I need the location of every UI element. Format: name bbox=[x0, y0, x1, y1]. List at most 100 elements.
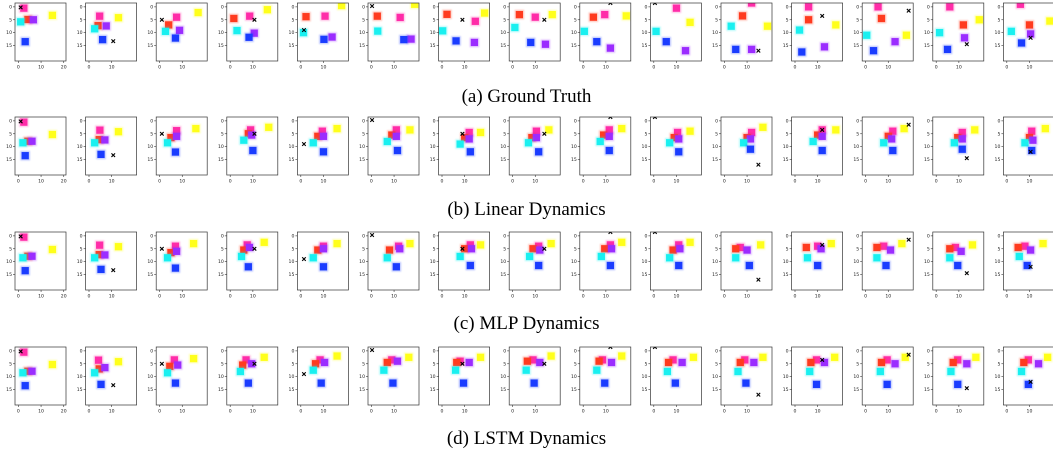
magenta-object bbox=[96, 12, 104, 20]
y-tick-label: 5 bbox=[150, 131, 153, 137]
y-tick-label: 15 bbox=[995, 272, 1001, 278]
panel-frame bbox=[791, 2, 843, 62]
purple-object bbox=[607, 358, 616, 367]
yellow-object bbox=[618, 238, 626, 246]
red-object bbox=[167, 133, 175, 142]
purple-object bbox=[175, 26, 184, 34]
yellow-object bbox=[260, 238, 268, 246]
y-tick-label: 10 bbox=[147, 144, 153, 150]
frame-panel-14: 0 5 10 15 0 10 bbox=[924, 2, 985, 71]
blue-object bbox=[527, 38, 535, 47]
frame-panel-7: 0 5 10 15 0 10 bbox=[430, 116, 490, 185]
panel-frame bbox=[155, 346, 208, 406]
yellow-object bbox=[114, 358, 123, 366]
x-tick-label: 10 bbox=[674, 179, 680, 185]
x-tick-label: 10 bbox=[744, 409, 750, 415]
target-cross-icon bbox=[111, 38, 116, 44]
red-object bbox=[732, 245, 740, 253]
frame-panel-3: 0 5 10 15 0 10 bbox=[147, 116, 208, 185]
caption-lstm-dynamics: (d) LSTM Dynamics bbox=[446, 428, 607, 449]
y-tick-label: 5 bbox=[786, 361, 789, 367]
target-cross-icon bbox=[301, 256, 307, 262]
purple-object bbox=[818, 132, 826, 140]
frame-panel-12: 0 5 10 15 0 10 bbox=[783, 2, 843, 71]
y-tick-label: 5 bbox=[997, 17, 1000, 23]
row-lstm-dynamics: 0 5 10 15 0 10 20 0 5 10 15 0 10 0 5 10 15 0 10 0 5 10 15 0 10 0 5… bbox=[0, 344, 1053, 428]
blue-object bbox=[317, 379, 325, 387]
purple-object bbox=[465, 358, 473, 367]
x-tick-label: 0 bbox=[158, 65, 161, 71]
purple-object bbox=[750, 358, 758, 367]
red-object bbox=[946, 245, 954, 253]
yellow-object bbox=[618, 124, 626, 133]
purple-object bbox=[102, 22, 110, 30]
x-tick-label: 10 bbox=[1027, 294, 1033, 300]
y-tick-label: 0 bbox=[927, 233, 930, 239]
frame-panel-14: 0 5 10 15 0 10 bbox=[924, 231, 985, 300]
x-tick-label: 10 bbox=[603, 409, 609, 415]
purple-object bbox=[676, 245, 684, 253]
yellow-object bbox=[968, 241, 977, 249]
magenta-object bbox=[172, 13, 181, 21]
cyan-object bbox=[652, 27, 660, 35]
y-tick-label: 0 bbox=[221, 348, 224, 354]
panel-frame bbox=[508, 346, 561, 406]
frame-panel-5: 0 5 10 15 0 10 bbox=[289, 116, 349, 185]
purple-object bbox=[245, 243, 254, 252]
cyan-object bbox=[525, 252, 534, 261]
yellow-object bbox=[194, 8, 202, 17]
target-cross-icon bbox=[301, 27, 307, 33]
y-tick-label: 0 bbox=[503, 348, 506, 354]
y-tick-label: 10 bbox=[924, 30, 930, 36]
y-tick-label: 0 bbox=[221, 4, 224, 10]
yellow-object bbox=[898, 239, 906, 248]
magenta-object bbox=[170, 356, 178, 364]
y-tick-label: 15 bbox=[995, 43, 1001, 49]
magenta-object bbox=[242, 356, 250, 364]
y-tick-label: 5 bbox=[644, 17, 647, 23]
y-tick-label: 15 bbox=[77, 272, 83, 278]
x-tick-label: 0 bbox=[511, 65, 514, 71]
frame-panel-7: 0 5 10 15 0 10 bbox=[430, 2, 490, 71]
x-tick-label: 20 bbox=[61, 65, 67, 71]
target-cross-icon bbox=[18, 119, 23, 124]
y-tick-label: 0 bbox=[362, 233, 365, 239]
x-tick-label: 0 bbox=[652, 65, 655, 71]
frame-panel-1: 0 5 10 15 0 10 20 bbox=[6, 116, 67, 185]
y-tick-label: 10 bbox=[6, 144, 12, 150]
blue-object bbox=[530, 379, 538, 387]
frame-panel-13: 0 5 10 15 0 10 bbox=[853, 116, 914, 185]
y-tick-label: 0 bbox=[80, 348, 83, 354]
caption-linear-dynamics: (b) Linear Dynamics bbox=[447, 199, 606, 220]
x-tick-label: 0 bbox=[582, 179, 585, 185]
cyan-object bbox=[383, 254, 391, 262]
cyan-object bbox=[163, 254, 172, 262]
frame-panel-3: 0 5 10 15 0 10 bbox=[147, 231, 208, 300]
y-tick-label: 5 bbox=[291, 17, 294, 23]
panel-frame bbox=[297, 116, 349, 176]
purple-object bbox=[888, 135, 896, 143]
x-tick-label: 0 bbox=[441, 294, 444, 300]
red-object bbox=[515, 10, 524, 19]
x-tick-label: 10 bbox=[179, 294, 185, 300]
yellow-object bbox=[1041, 124, 1049, 133]
target-cross-icon bbox=[369, 347, 375, 353]
panel-frame bbox=[1003, 231, 1053, 291]
cyan-object bbox=[806, 367, 814, 376]
panel-frame bbox=[1003, 116, 1053, 176]
yellow-object bbox=[114, 14, 123, 22]
x-tick-label: 10 bbox=[1027, 179, 1033, 185]
magenta-object bbox=[889, 127, 897, 135]
blue-object bbox=[98, 35, 107, 44]
cyan-object bbox=[299, 29, 308, 37]
red-object bbox=[385, 246, 394, 254]
y-tick-label: 10 bbox=[995, 374, 1001, 380]
y-tick-label: 15 bbox=[853, 387, 859, 393]
red-object bbox=[311, 360, 320, 368]
y-tick-label: 10 bbox=[359, 259, 365, 265]
red-object bbox=[165, 21, 173, 29]
y-tick-label: 10 bbox=[712, 144, 718, 150]
purple-object bbox=[248, 360, 256, 368]
frame-panel-3: 0 5 10 15 0 10 bbox=[147, 2, 208, 71]
purple-object bbox=[101, 136, 109, 144]
